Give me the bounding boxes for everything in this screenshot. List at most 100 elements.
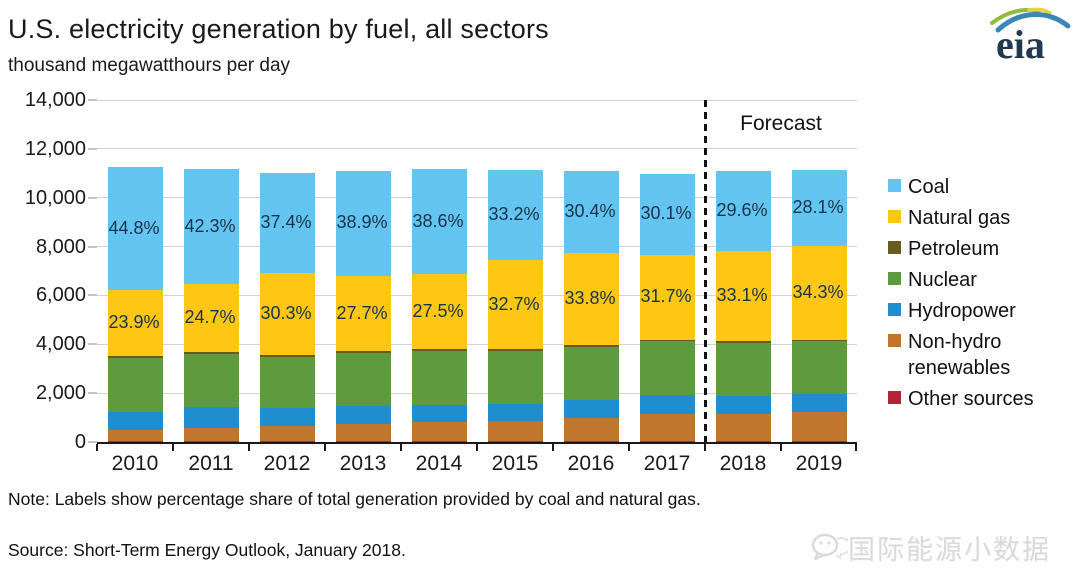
bar-segment-other-sources xyxy=(183,441,239,442)
bar-segment-petroleum xyxy=(107,356,163,359)
x-axis-tick xyxy=(476,444,478,451)
bar-segment-petroleum xyxy=(259,355,315,357)
gridline xyxy=(97,99,857,101)
bar-segment-natural-gas xyxy=(639,254,695,340)
watermark: 国际能源小数据 xyxy=(810,528,1051,567)
y-axis-tick xyxy=(88,245,97,248)
watermark-text: 国际能源小数据 xyxy=(848,535,1051,565)
bar-segment-natural-gas xyxy=(259,273,315,356)
bar-segment-nuclear xyxy=(715,342,771,397)
y-axis-tick xyxy=(88,343,97,346)
share-label-natural-gas: 33.1% xyxy=(716,285,768,306)
x-axis-tick xyxy=(400,444,402,451)
legend-item-other-sources: Other sources xyxy=(888,386,1060,412)
bar-segment-non-hydro-renewables xyxy=(259,426,315,442)
chart-units-subtitle: thousand megawatthours per day xyxy=(8,55,291,76)
y-axis-tick xyxy=(88,441,97,443)
bar-segment-hydropower xyxy=(335,405,391,424)
eia-logo-text: eia xyxy=(996,22,1045,64)
chart-note: Note: Labels show percentage share of to… xyxy=(8,489,701,509)
bar-segment-natural-gas xyxy=(183,284,239,352)
x-axis-label-year: 2012 xyxy=(263,452,311,475)
legend-swatch xyxy=(888,334,901,347)
x-axis-tick xyxy=(324,444,326,451)
gridline xyxy=(97,197,857,199)
bar-segment-nuclear xyxy=(487,351,543,405)
y-axis-tick xyxy=(88,294,97,297)
x-axis-tick xyxy=(172,444,174,451)
share-label-coal: 37.4% xyxy=(260,212,312,233)
legend-swatch xyxy=(888,272,901,285)
x-axis-label-year: 2018 xyxy=(719,452,767,475)
bar-segment-nuclear xyxy=(639,341,695,395)
bar-segment-coal xyxy=(563,171,619,254)
bar-segment-non-hydro-renewables xyxy=(791,411,847,442)
legend-label: Natural gas xyxy=(908,207,1011,229)
bar-segment-hydropower xyxy=(563,400,619,418)
bar-segment-other-sources xyxy=(487,441,543,442)
bar-segment-other-sources xyxy=(563,441,619,442)
share-label-coal: 38.9% xyxy=(336,212,388,233)
legend-swatch xyxy=(888,179,901,192)
bar-segment-petroleum xyxy=(791,339,847,342)
share-label-natural-gas: 23.9% xyxy=(108,312,160,333)
bar-segment-nuclear xyxy=(563,346,619,401)
bar-segment-petroleum xyxy=(487,349,543,352)
bar-segment-nuclear xyxy=(107,358,163,413)
bar-segment-coal xyxy=(487,169,543,261)
legend-item-nuclear: Nuclear xyxy=(888,267,1060,293)
bar-segment-nuclear xyxy=(183,353,239,407)
x-axis-label-year: 2013 xyxy=(339,452,387,475)
y-axis-label: 14,000 xyxy=(24,89,86,111)
y-axis-label: 4,000 xyxy=(35,333,86,356)
legend-label: Non-hydro renewables xyxy=(908,331,1011,379)
bar-segment-hydropower xyxy=(715,396,771,415)
legend-item-coal: Coal xyxy=(888,174,1060,200)
share-label-natural-gas: 24.7% xyxy=(184,307,236,328)
x-axis-tick xyxy=(96,444,98,451)
bar-segment-hydropower xyxy=(487,404,543,422)
bar-segment-other-sources xyxy=(411,441,467,442)
bar-segment-other-sources xyxy=(639,441,695,442)
bar-segment-petroleum xyxy=(183,351,239,354)
x-axis-tick xyxy=(248,444,250,451)
bar-segment-other-sources xyxy=(259,441,315,442)
bar-segment-hydropower xyxy=(639,394,695,415)
legend-label: Nuclear xyxy=(908,269,977,291)
bar-segment-other-sources xyxy=(715,441,771,442)
legend-item-natural-gas: Natural gas xyxy=(888,205,1060,231)
bar-segment-petroleum xyxy=(563,345,619,347)
chart-source: Source: Short-Term Energy Outlook, Janua… xyxy=(8,540,406,560)
share-label-natural-gas: 34.3% xyxy=(792,281,844,302)
y-axis-label: 2,000 xyxy=(35,382,86,405)
x-axis-label-year: 2011 xyxy=(188,452,234,475)
x-axis-label-year: 2010 xyxy=(111,452,159,475)
bar-segment-natural-gas xyxy=(335,276,391,352)
bar-segment-hydropower xyxy=(107,412,163,430)
legend: Coal Natural gas Petroleum Nuclear Hydropowe… xyxy=(888,174,1060,417)
share-label-natural-gas: 32.7% xyxy=(488,293,540,314)
bar-segment-hydropower xyxy=(183,406,239,428)
x-axis-label-year: 2016 xyxy=(567,452,615,475)
chat-bubble-icon xyxy=(811,533,848,560)
bar-segment-nuclear xyxy=(411,351,467,405)
bar-segment-nuclear xyxy=(335,353,391,406)
legend-label: Coal xyxy=(908,176,950,198)
bar-segment-natural-gas xyxy=(411,274,467,350)
share-label-natural-gas: 33.8% xyxy=(564,288,616,309)
x-axis-tick xyxy=(704,444,706,451)
bar-segment-other-sources xyxy=(107,441,163,442)
y-axis: 0 2,000 4,000 6,000 8,000 10,000 12,000 14,000 xyxy=(0,89,97,453)
bar-segment-hydropower xyxy=(791,393,847,412)
bar-segment-natural-gas xyxy=(715,251,771,342)
x-axis-label-year: 2019 xyxy=(795,452,843,475)
bar-segment-hydropower xyxy=(411,404,467,423)
bar-segment-natural-gas xyxy=(791,246,847,340)
y-axis-tick xyxy=(88,196,97,199)
share-label-coal: 29.6% xyxy=(716,200,768,221)
x-axis-tick xyxy=(628,444,630,451)
bar-segment-non-hydro-renewables xyxy=(107,429,163,442)
eia-logo-graphic: eia xyxy=(990,7,1071,67)
bar-segment-coal xyxy=(259,172,315,274)
